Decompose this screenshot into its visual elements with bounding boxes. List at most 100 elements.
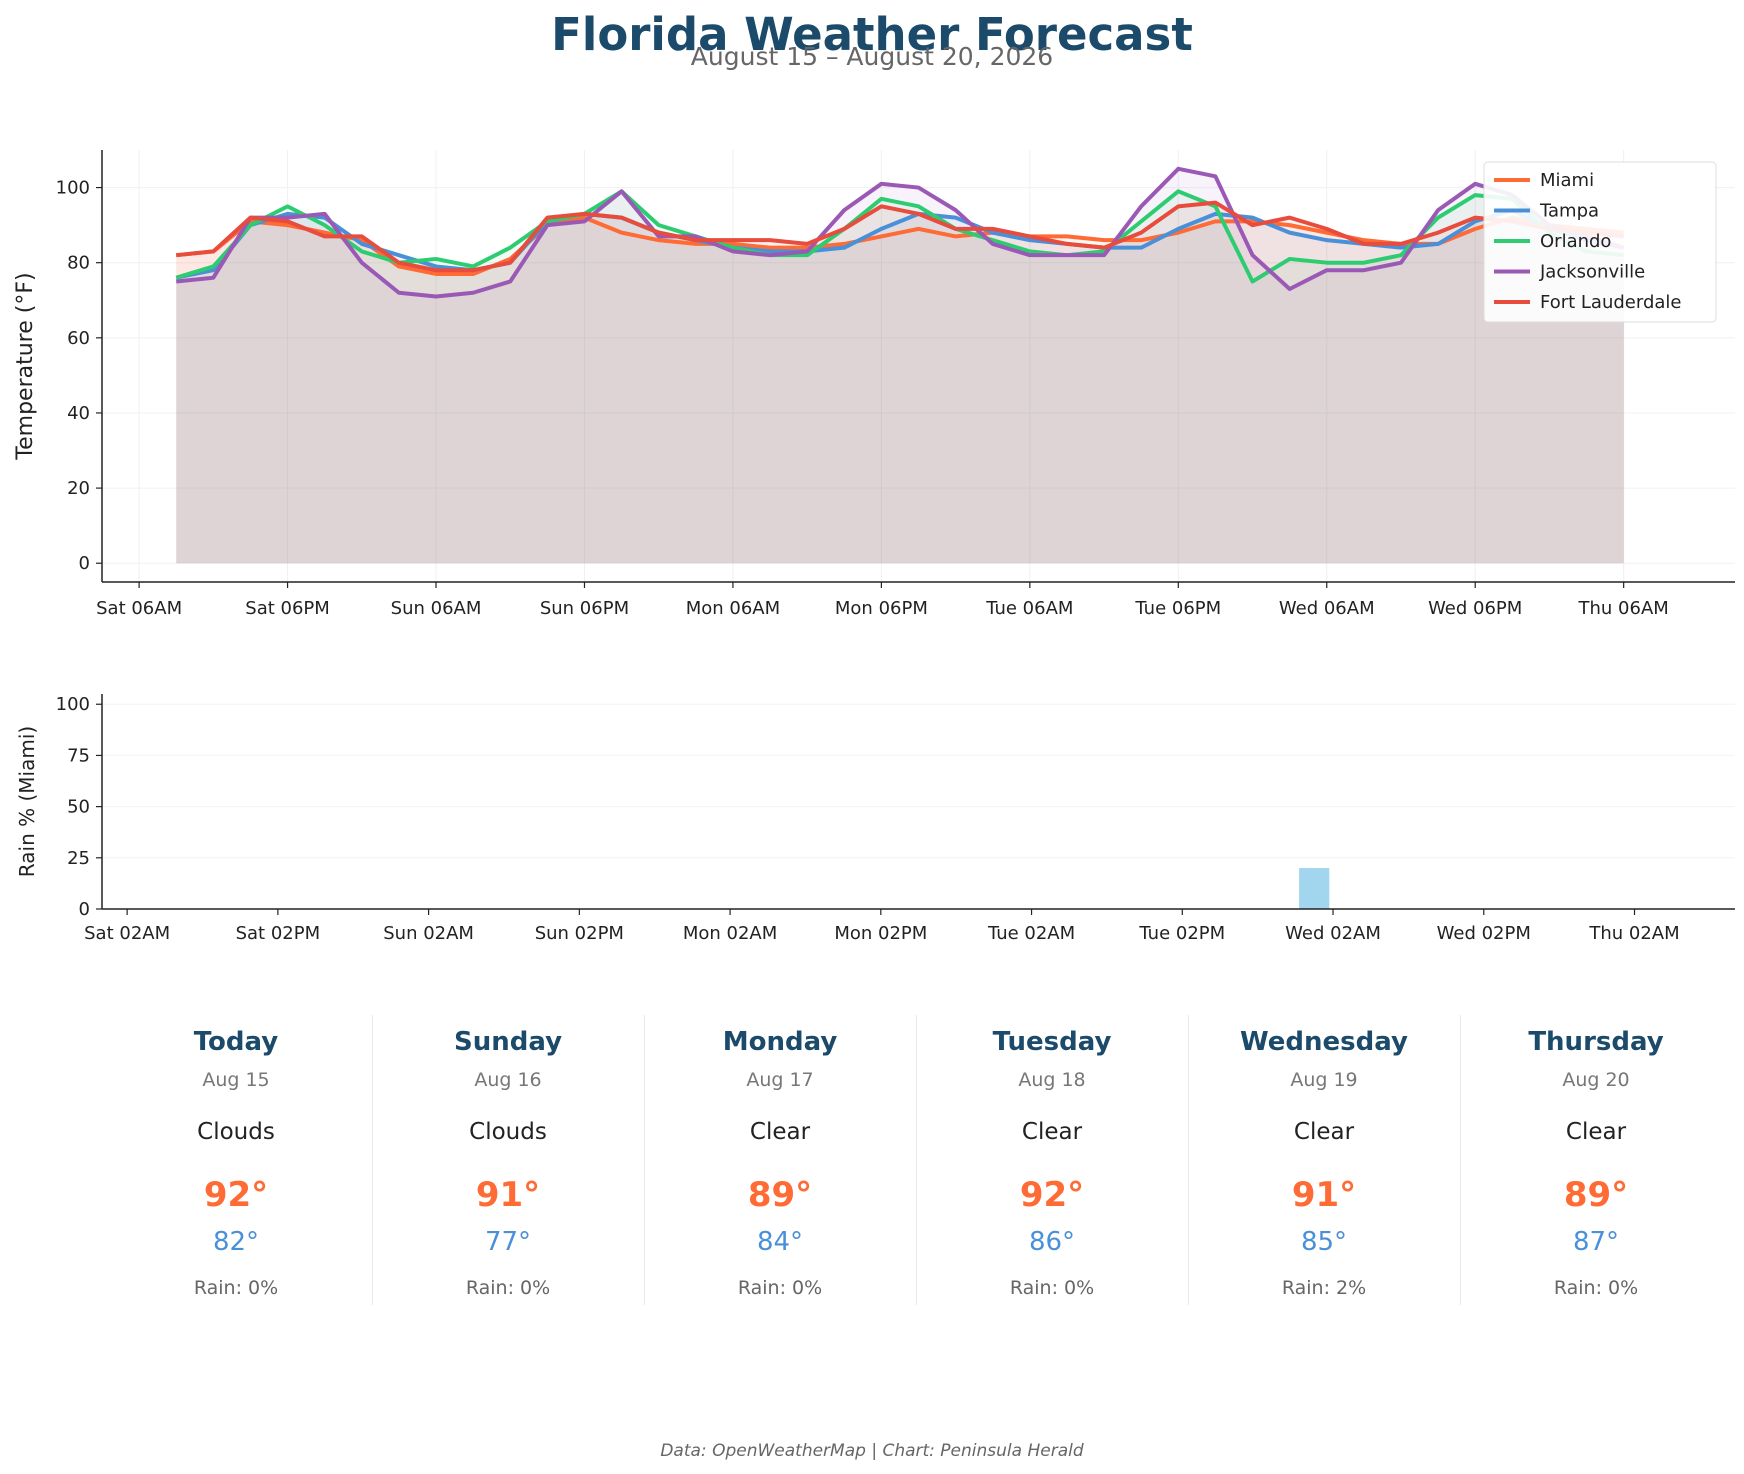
day-low-temp: 84° [756, 1227, 804, 1257]
day-high-temp: 91° [475, 1175, 541, 1215]
day-name: Today [193, 1027, 279, 1057]
day-date: Aug 19 [1290, 1069, 1358, 1091]
y-tick-label: 80 [67, 253, 90, 274]
day-date: Aug 20 [1562, 1069, 1630, 1091]
legend-box [1483, 161, 1717, 323]
y-tick-label: 0 [79, 553, 90, 574]
legend-label: Tampa [1539, 201, 1599, 222]
day-low-temp: 86° [1028, 1227, 1076, 1257]
x-tick-label: Wed 02AM [1285, 923, 1381, 940]
day-date: Aug 16 [474, 1069, 542, 1091]
x-tick-label: Tue 06PM [1134, 598, 1221, 619]
legend-label: Orlando [1540, 231, 1611, 252]
day-rain-chance: Rain: 0% [465, 1277, 551, 1299]
x-tick-label: Mon 06AM [686, 598, 780, 619]
day-high-temp: 89° [747, 1175, 813, 1215]
series-fill-jacksonville [176, 168, 1624, 564]
day-date: Aug 18 [1018, 1069, 1086, 1091]
day-rain-chance: Rain: 2% [1281, 1277, 1367, 1299]
day-name: Sunday [453, 1027, 563, 1057]
day-condition: Clear [749, 1119, 811, 1145]
day-name: Tuesday [992, 1027, 1112, 1057]
y-axis-label: Rain % (Miami) [15, 726, 39, 877]
day-name: Thursday [1528, 1027, 1664, 1057]
day-rain-chance: Rain: 0% [737, 1277, 823, 1299]
forecast-card-tuesday: Tuesday Aug 18 Clear 92° 86° Rain: 0% [916, 1015, 1188, 1305]
card-divider [644, 1015, 645, 1305]
legend-label: Miami [1540, 170, 1594, 191]
y-axis-label: Temperature (°F) [13, 272, 38, 460]
series-line-orlando [175, 189, 1624, 284]
x-tick-label: Sun 06PM [540, 598, 629, 619]
x-tick-label: Sat 06PM [245, 598, 330, 619]
day-rain-chance: Rain: 0% [1009, 1277, 1095, 1299]
day-low-temp: 82° [212, 1227, 260, 1257]
card-divider [1460, 1015, 1461, 1305]
x-tick-label: Thu 06AM [1578, 598, 1669, 619]
forecast-card-thursday: Thursday Aug 20 Clear 89° 87° Rain: 0% [1460, 1015, 1732, 1305]
legend-label: Jacksonville [1539, 262, 1645, 283]
legend-label: Fort Lauderdale [1540, 292, 1682, 313]
x-tick-label: Sat 06AM [96, 598, 182, 619]
day-high-temp: 91° [1291, 1175, 1357, 1215]
y-tick-label: 20 [67, 478, 90, 499]
x-tick-label: Tue 02AM [987, 923, 1075, 940]
day-date: Aug 17 [746, 1069, 814, 1091]
series-fill-fort-lauderdale [176, 202, 1624, 564]
x-tick-label: Tue 02PM [1138, 923, 1225, 940]
day-name: Monday [722, 1027, 838, 1057]
series-line-jacksonville [176, 166, 1625, 299]
y-tick-label: 60 [67, 328, 90, 349]
forecast-card-today: Today Aug 15 Clouds 92° 82° Rain: 0% [100, 1015, 372, 1305]
day-condition: Clouds [469, 1119, 547, 1145]
x-tick-label: Tue 06AM [985, 598, 1073, 619]
forecast-card-sunday: Sunday Aug 16 Clouds 91° 77° Rain: 0% [372, 1015, 644, 1305]
y-tick-label: 0 [79, 899, 90, 920]
y-tick-label: 100 [56, 178, 90, 199]
series-fill-miami [176, 217, 1624, 564]
rain-bar [1299, 868, 1330, 909]
day-high-temp: 92° [1019, 1175, 1085, 1215]
x-tick-label: Thu 02AM [1588, 923, 1679, 940]
day-low-temp: 85° [1300, 1227, 1348, 1257]
chart-title: Florida Weather Forecast [551, 8, 1193, 61]
y-tick-label: 40 [67, 403, 90, 424]
day-low-temp: 77° [484, 1227, 532, 1257]
day-name: Wednesday [1240, 1027, 1408, 1057]
forecast-cards: Today Aug 15 Clouds 92° 82° Rain: 0% Sun… [100, 1015, 1732, 1305]
x-tick-label: Wed 06PM [1428, 598, 1522, 619]
x-tick-label: Sun 02PM [535, 923, 624, 940]
day-high-temp: 92° [203, 1175, 269, 1215]
y-tick-label: 75 [67, 745, 90, 766]
series-fill-tampa [176, 210, 1624, 564]
rain-chart: 0 25 50 75 100 Sat 02AM Sat 02PM Sun 02AM Sun 02… [15, 694, 1735, 940]
card-divider [1188, 1015, 1189, 1305]
day-condition: Clear [1293, 1119, 1355, 1145]
day-condition: Clouds [197, 1119, 275, 1145]
day-rain-chance: Rain: 0% [193, 1277, 279, 1299]
day-low-temp: 87° [1572, 1227, 1620, 1257]
x-tick-label: Mon 02PM [834, 923, 927, 940]
chart-subtitle: August 15 – August 20, 2026 [690, 42, 1054, 71]
day-condition: Clear [1021, 1119, 1083, 1145]
x-tick-label: Sun 02AM [383, 923, 474, 940]
y-tick-label: 25 [67, 848, 90, 869]
day-high-temp: 89° [1563, 1175, 1629, 1215]
y-tick-label: 50 [67, 797, 90, 818]
temperature-chart: 0 20 40 60 80 100 Sat 06AM Sat 06PM Sun 06AM Sun … [13, 150, 1735, 619]
day-date: Aug 15 [202, 1069, 270, 1091]
x-tick-label: Mon 06PM [835, 598, 928, 619]
x-tick-label: Mon 02AM [683, 923, 777, 940]
footer-credit: Data: OpenWeatherMap | Chart: Peninsula … [660, 1441, 1084, 1461]
day-condition: Clear [1565, 1119, 1627, 1145]
x-tick-label: Sun 06AM [391, 598, 482, 619]
card-divider [916, 1015, 917, 1305]
series-fill-orlando [176, 191, 1624, 564]
series-line-fort-lauderdale [176, 200, 1624, 273]
card-divider [372, 1015, 373, 1305]
y-tick-label: 100 [56, 694, 90, 715]
forecast-card-wednesday: Wednesday Aug 19 Clear 91° 85° Rain: 2% [1188, 1015, 1460, 1305]
day-rain-chance: Rain: 0% [1553, 1277, 1639, 1299]
forecast-card-monday: Monday Aug 17 Clear 89° 84° Rain: 0% [644, 1015, 916, 1305]
x-tick-label: Sat 02AM [84, 923, 170, 940]
